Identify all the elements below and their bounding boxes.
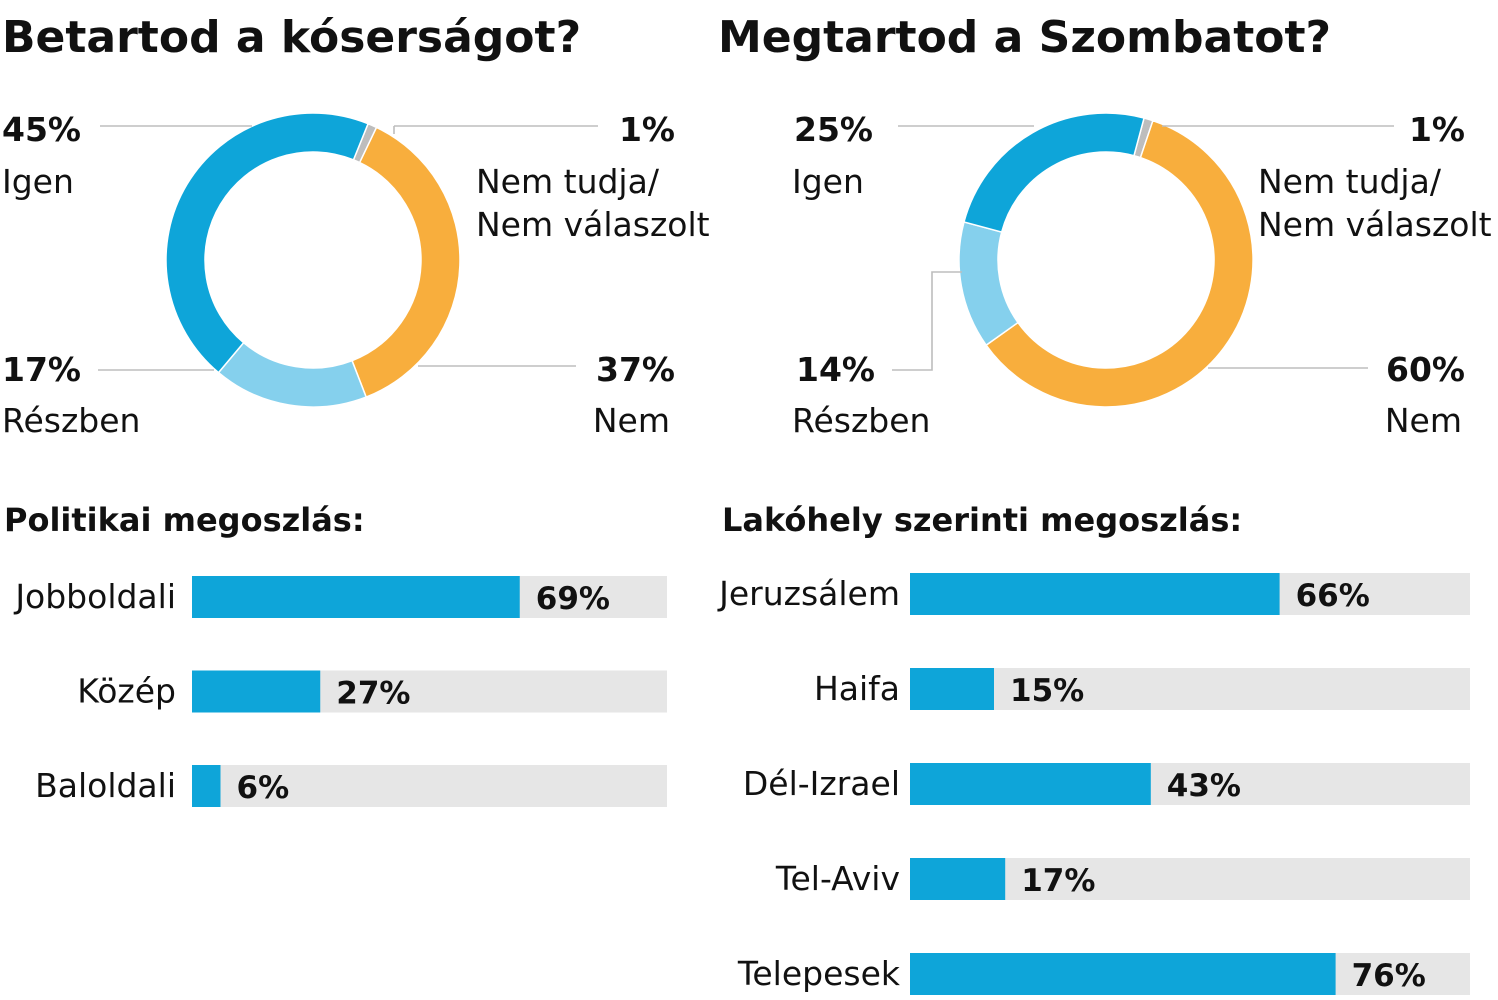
- donut-slice: [985, 119, 1254, 408]
- category-label: Haifa: [814, 669, 900, 708]
- slice-label-line: Nem válaszolt: [1258, 205, 1492, 244]
- slice-value-label: 45%: [2, 110, 81, 149]
- bar-track: [910, 668, 1470, 710]
- bar: [910, 668, 994, 710]
- leader-line: [892, 271, 962, 371]
- donut-slice: [351, 126, 461, 399]
- category-label: Közép: [77, 672, 176, 711]
- donut-2: [958, 112, 1254, 408]
- slice-label: Nem válaszolt: [1258, 205, 1492, 244]
- bar: [910, 763, 1151, 805]
- bar-value-label: 6%: [237, 770, 290, 806]
- donut-slice: [963, 112, 1145, 233]
- bar-track: [192, 765, 667, 807]
- donut-slice: [165, 112, 370, 374]
- slice-label: Nem tudja/: [1258, 162, 1442, 201]
- category-label: Tel-Aviv: [775, 859, 900, 898]
- slice-label: Részben: [2, 401, 140, 440]
- bar-chart-1: Jobboldali 69% Közép 27% Baloldali 6%: [13, 576, 667, 807]
- slice-value-label: 1%: [619, 110, 675, 149]
- slice-value-label: 60%: [1386, 350, 1465, 389]
- slice-value-label: 17%: [2, 350, 81, 389]
- bar: [910, 573, 1280, 615]
- bar: [192, 576, 520, 618]
- slice-label-line: Nem tudja/: [476, 162, 660, 201]
- donut-2-title: Megtartod a Szombatot?: [718, 12, 1331, 63]
- slice-label: Nem: [1385, 401, 1462, 440]
- slice-label-line: Nem válaszolt: [476, 205, 710, 244]
- category-label: Dél-Izrael: [743, 764, 900, 803]
- slice-value-label: 1%: [1409, 110, 1465, 149]
- category-label: Baloldali: [35, 766, 176, 805]
- bar: [910, 858, 1006, 900]
- slice-label: Nem válaszolt: [476, 205, 710, 244]
- donut-1: [165, 112, 461, 408]
- bar: [910, 953, 1336, 995]
- category-label: Jobboldali: [13, 577, 176, 616]
- bar-chart-1-title: Politikai megoszlás:: [4, 501, 365, 539]
- slice-label: Igen: [792, 162, 864, 201]
- bar-value-label: 17%: [1021, 863, 1095, 899]
- slice-value-label: 14%: [796, 350, 875, 389]
- slice-value-label: 37%: [596, 350, 675, 389]
- bar-value-label: 43%: [1167, 768, 1241, 804]
- category-label: Jeruzsálem: [717, 574, 900, 613]
- bar-value-label: 27%: [336, 676, 410, 712]
- slice-label: Nem: [593, 401, 670, 440]
- donut-2-annotations: 25% Igen 1% Nem tudja/ Nem válaszolt 14%…: [792, 110, 1492, 440]
- donut-1-annotations: 45% Igen 1% Nem tudja/ Nem válaszolt 17%…: [2, 110, 710, 440]
- slice-label: Nem tudja/: [476, 162, 660, 201]
- bar: [192, 670, 321, 713]
- donut-slice: [958, 221, 1020, 347]
- slice-value-label: 25%: [794, 110, 873, 149]
- bar: [192, 765, 221, 807]
- slice-label: Részben: [792, 401, 930, 440]
- bar-value-label: 69%: [536, 581, 610, 617]
- category-label: Telepesek: [737, 954, 901, 993]
- donut-1-title: Betartod a kóserságot?: [2, 12, 581, 63]
- bar-chart-2-title: Lakóhely szerinti megoszlás:: [722, 501, 1242, 539]
- bar-value-label: 66%: [1296, 578, 1370, 614]
- bar-value-label: 15%: [1010, 673, 1084, 709]
- donut-slice: [217, 341, 368, 408]
- slice-label-line: Nem tudja/: [1258, 162, 1442, 201]
- bar-chart-2: Jeruzsálem 66% Haifa 15% Dél-Izrael 43% Tel-Av…: [717, 573, 1470, 995]
- bar-value-label: 76%: [1352, 958, 1426, 994]
- slice-label: Igen: [2, 162, 74, 201]
